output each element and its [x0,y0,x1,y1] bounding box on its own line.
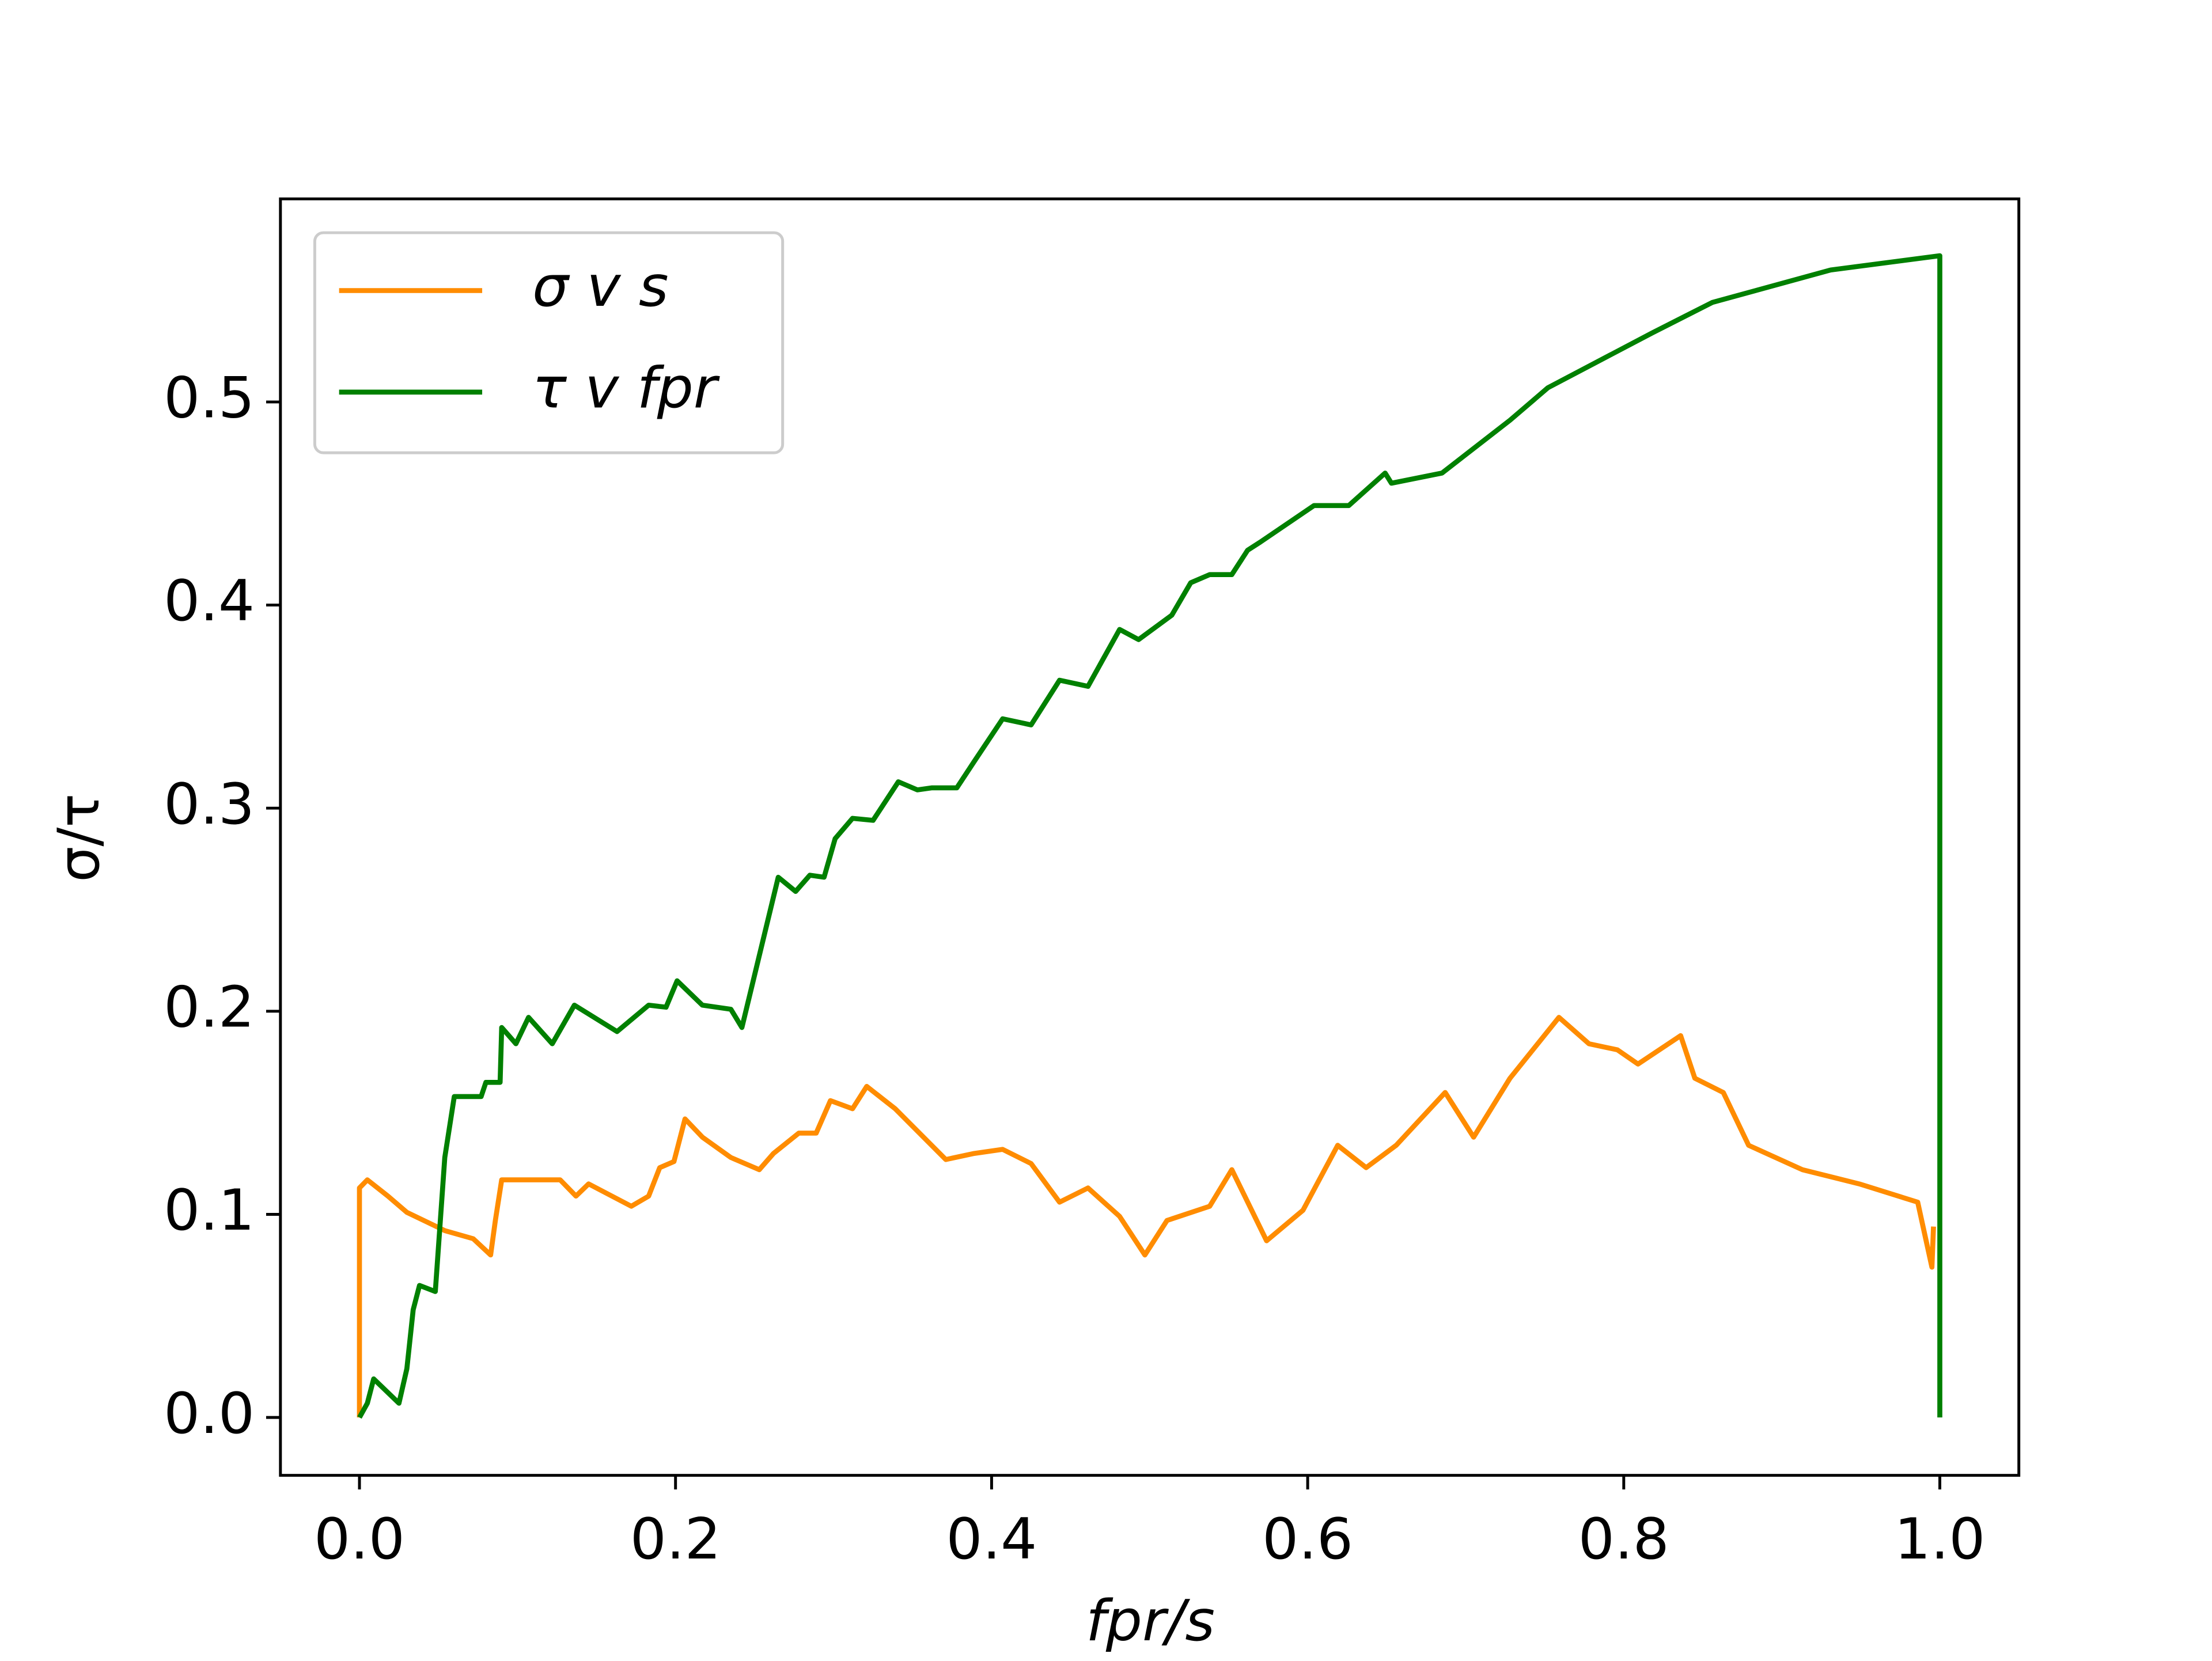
y-tick-label: 0.1 [164,1178,255,1243]
y-tick-label: 0.3 [164,772,255,837]
x-tick-label: 0.0 [314,1506,405,1572]
legend-box [313,231,785,454]
x-tick-label: 0.8 [1578,1506,1669,1572]
x-axis-label: fpr/s [1086,1588,1215,1654]
line-series [357,253,1942,1419]
x-tick-label: 0.2 [630,1506,721,1572]
plot-frame [279,197,2021,1477]
y-tick-label: 0.2 [164,974,255,1040]
legend-label: τ v fpr [532,355,720,421]
x-tick-label: 0.4 [946,1506,1037,1572]
y-tick-label: 0.5 [164,365,255,431]
y-tick-label: 0.0 [164,1381,255,1446]
line-series [357,1015,1936,1418]
x-tick-label: 0.6 [1262,1506,1353,1572]
y-tick-label: 0.4 [164,568,255,634]
legend-label: σ v s [532,254,669,320]
x-tick-label: 1.0 [1895,1506,1986,1572]
y-axis-label: σ/τ [46,794,112,882]
